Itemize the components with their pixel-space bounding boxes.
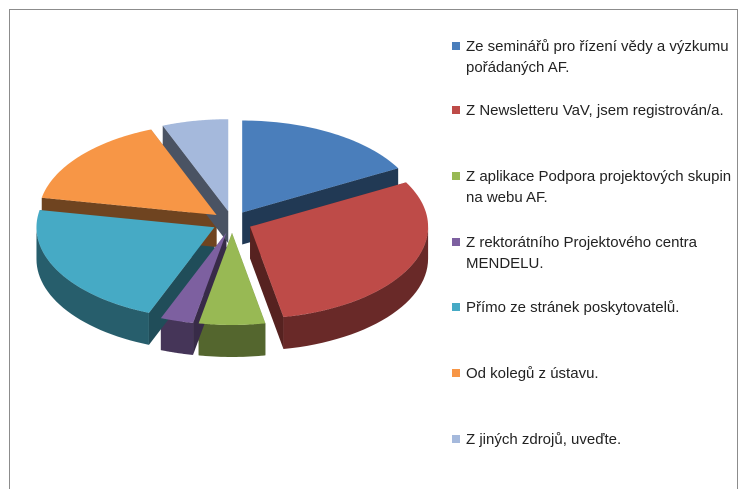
legend-swatch <box>452 172 460 180</box>
slice-side <box>160 318 194 355</box>
slice-side <box>198 323 266 357</box>
legend-item: Z jiných zdrojů, uveďte. <box>452 429 736 450</box>
legend-swatch <box>452 238 460 246</box>
legend-label: Z jiných zdrojů, uveďte. <box>466 431 622 448</box>
legend-label: Z Newsletteru VaV, jsem registrován/a. <box>466 102 724 119</box>
legend-swatch <box>452 369 460 377</box>
slice-side <box>36 227 149 345</box>
legend-label: Přímo ze stránek poskytovatelů. <box>466 299 680 316</box>
slice <box>162 119 229 212</box>
legend-swatch <box>452 106 460 114</box>
legend-swatch <box>452 42 460 50</box>
slice <box>198 233 266 325</box>
slice <box>250 182 429 318</box>
legend-swatch <box>452 303 460 311</box>
legend-item: Od kolegů z ústavu. <box>452 363 736 384</box>
chart-frame <box>9 9 738 489</box>
legend-item: Z Newsletteru VaV, jsem registrován/a. <box>452 100 736 121</box>
slice-side <box>283 226 429 350</box>
legend-item: Z rektorátního Projektového centra MENDE… <box>452 232 736 274</box>
slice <box>242 120 399 213</box>
legend-label: Od kolegů z ústavu. <box>466 365 599 382</box>
legend-item: Z aplikace Podpora projektových skupin n… <box>452 166 736 208</box>
legend-label: Z aplikace Podpora projektových skupin n… <box>466 168 732 206</box>
legend-swatch <box>452 435 460 443</box>
slice <box>41 129 217 215</box>
legend-label: Ze seminářů pro řízení vědy a výzkumu po… <box>466 38 729 76</box>
slice <box>160 232 227 323</box>
legend-label: Z rektorátního Projektového centra MENDE… <box>466 234 697 272</box>
slice-wall <box>250 226 284 350</box>
slice <box>36 210 215 313</box>
legend-item: Ze seminářů pro řízení vědy a výzkumu po… <box>452 36 736 78</box>
legend-item: Přímo ze stránek poskytovatelů. <box>452 297 736 318</box>
